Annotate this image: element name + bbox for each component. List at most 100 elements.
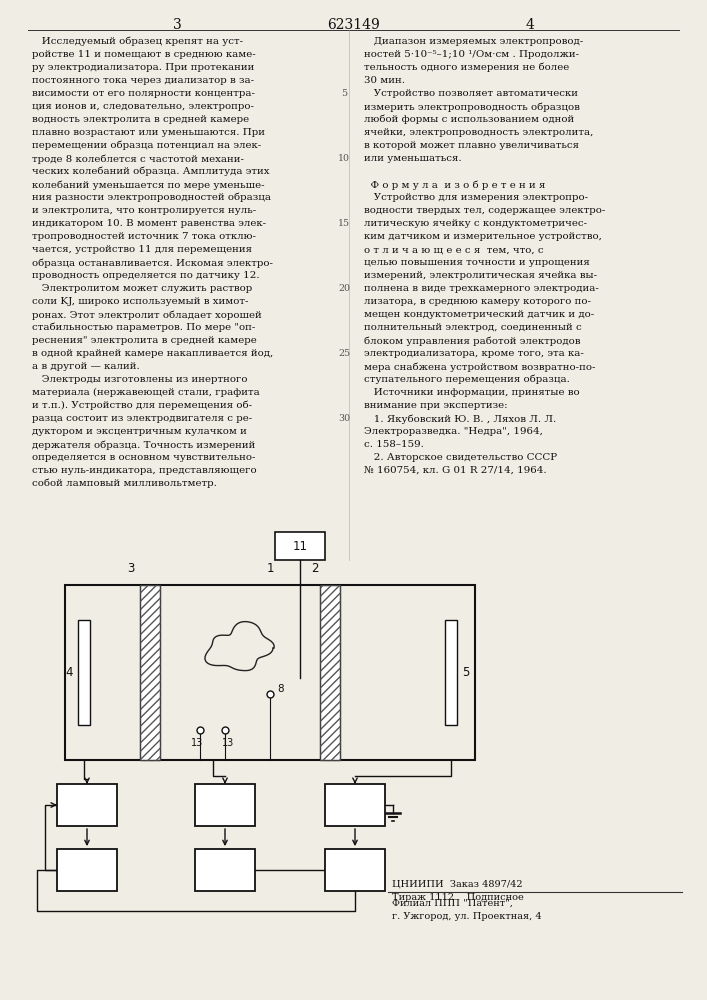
Bar (78, 620, 90, 725)
Text: определяется в основном чувствительно-: определяется в основном чувствительно- (32, 453, 255, 462)
Text: индикатором 10. В момент равенства элек-: индикатором 10. В момент равенства элек- (32, 219, 266, 228)
Text: 2: 2 (311, 562, 319, 575)
Text: 7: 7 (83, 863, 91, 876)
Text: 13: 13 (222, 738, 234, 748)
Bar (65, 585, 475, 760)
Text: образца останавливается. Искомая электро-: образца останавливается. Искомая электро… (32, 258, 273, 267)
Text: внимание при экспертизе:: внимание при экспертизе: (364, 401, 508, 410)
Text: 10: 10 (338, 154, 350, 163)
Bar (275, 532, 325, 560)
Text: и электролита, что контролируется нуль-: и электролита, что контролируется нуль- (32, 206, 256, 215)
Text: собой ламповый милливольтметр.: собой ламповый милливольтметр. (32, 479, 217, 488)
Text: 4: 4 (525, 18, 534, 32)
Text: постоянного тока через диализатор в за-: постоянного тока через диализатор в за- (32, 76, 254, 85)
Text: Устройство для измерения электропро-: Устройство для измерения электропро- (364, 193, 588, 202)
Text: 623149: 623149 (327, 18, 380, 32)
Text: о т л и ч а ю щ е е с я  тем, что, с: о т л и ч а ю щ е е с я тем, что, с (364, 245, 544, 254)
Text: 14: 14 (216, 863, 233, 876)
Text: Диапазон измеряемых электропровод-: Диапазон измеряемых электропровод- (364, 37, 583, 46)
Text: 20: 20 (338, 284, 350, 293)
Bar (140, 585, 160, 760)
Text: а в другой — калий.: а в другой — калий. (32, 362, 140, 371)
Bar (445, 620, 457, 725)
Text: Источники информации, принятые во: Источники информации, принятые во (364, 388, 580, 397)
Text: 11: 11 (293, 540, 308, 552)
Text: в которой может плавно увеличиваться: в которой может плавно увеличиваться (364, 141, 579, 150)
Text: держателя образца. Точность измерений: держателя образца. Точность измерений (32, 440, 255, 450)
Text: 30: 30 (338, 414, 350, 423)
Text: 8: 8 (277, 684, 284, 694)
Text: мера снабжена устройством возвратно-по-: мера снабжена устройством возвратно-по- (364, 362, 595, 371)
Bar (195, 849, 255, 891)
Text: Электролитом может служить раствор: Электролитом может служить раствор (32, 284, 252, 293)
Text: стью нуль-индикатора, представляющего: стью нуль-индикатора, представляющего (32, 466, 257, 475)
Bar (320, 585, 340, 760)
Text: г. Ужгород, ул. Проектная, 4: г. Ужгород, ул. Проектная, 4 (392, 912, 542, 921)
Text: колебаний уменьшается по мере уменьше-: колебаний уменьшается по мере уменьше- (32, 180, 264, 190)
Text: Устройство позволяет автоматически: Устройство позволяет автоматически (364, 89, 578, 98)
Text: Ф о р м у л а  и з о б р е т е н и я: Ф о р м у л а и з о б р е т е н и я (364, 180, 545, 190)
Text: ния разности электропроводностей образца: ния разности электропроводностей образца (32, 193, 271, 202)
Text: литическую ячейку с кондуктометричес-: литическую ячейку с кондуктометричес- (364, 219, 587, 228)
Text: водность электролита в средней камере: водность электролита в средней камере (32, 115, 249, 124)
Text: 10: 10 (346, 863, 363, 876)
Text: измерений, электролитическая ячейка вы-: измерений, электролитическая ячейка вы- (364, 271, 597, 280)
Text: 25: 25 (338, 349, 350, 358)
Bar (325, 784, 385, 826)
Text: 1. Якубовский Ю. В. , Ляхов Л. Л.: 1. Якубовский Ю. В. , Ляхов Л. Л. (364, 414, 556, 424)
Text: тельность одного измерения не более: тельность одного измерения не более (364, 63, 569, 73)
Text: 6: 6 (83, 798, 91, 812)
Text: чается, устройство 11 для перемещения: чается, устройство 11 для перемещения (32, 245, 252, 254)
Text: ЦНИИПИ  Заказ 4897/42: ЦНИИПИ Заказ 4897/42 (392, 880, 522, 889)
Text: ким датчиком и измерительное устройство,: ким датчиком и измерительное устройство, (364, 232, 602, 241)
Bar (57, 784, 117, 826)
Text: 13: 13 (191, 738, 203, 748)
Text: ронах. Этот электролит обладает хорошей: ронах. Этот электролит обладает хорошей (32, 310, 262, 320)
Text: Электроразведка. "Недра", 1964,: Электроразведка. "Недра", 1964, (364, 427, 543, 436)
Text: любой формы с использованием одной: любой формы с использованием одной (364, 115, 574, 124)
Text: ячейки, электропроводность электролита,: ячейки, электропроводность электролита, (364, 128, 593, 137)
Text: дуктором и эксцентричным кулачком и: дуктором и эксцентричным кулачком и (32, 427, 247, 436)
Text: целью повышения точности и упрощения: целью повышения точности и упрощения (364, 258, 590, 267)
Text: ру электродиализатора. При протекании: ру электродиализатора. При протекании (32, 63, 255, 72)
Bar (140, 585, 160, 760)
Text: 2. Авторское свидетельство СССР: 2. Авторское свидетельство СССР (364, 453, 557, 462)
Text: 12: 12 (216, 798, 233, 812)
Text: 1: 1 (267, 562, 274, 575)
Bar (320, 585, 340, 760)
Text: мещен кондуктометрический датчик и до-: мещен кондуктометрический датчик и до- (364, 310, 595, 319)
Text: 3: 3 (128, 562, 135, 575)
Text: полнительный электрод, соединенный с: полнительный электрод, соединенный с (364, 323, 582, 332)
Text: 9: 9 (351, 798, 359, 812)
Text: ступательного перемещения образца.: ступательного перемещения образца. (364, 375, 570, 384)
Text: ностей 5·10⁻⁵–1;10 ¹/Ом·см . Продолжи-: ностей 5·10⁻⁵–1;10 ¹/Ом·см . Продолжи- (364, 50, 579, 59)
Text: водности твердых тел, содержащее электро-: водности твердых тел, содержащее электро… (364, 206, 605, 215)
Text: в одной крайней камере накапливается йод,: в одной крайней камере накапливается йод… (32, 349, 273, 358)
Text: 5: 5 (462, 666, 469, 678)
Text: Тираж 1112    Подписное: Тираж 1112 Подписное (392, 893, 524, 902)
Text: реснения" электролита в средней камере: реснения" электролита в средней камере (32, 336, 257, 345)
Text: 4: 4 (66, 666, 73, 678)
Text: с. 158–159.: с. 158–159. (364, 440, 424, 449)
Text: соли KJ, широко используемый в химот-: соли KJ, широко используемый в химот- (32, 297, 248, 306)
Text: стабильностью параметров. По мере "оп-: стабильностью параметров. По мере "оп- (32, 323, 255, 332)
Text: Электроды изготовлены из инертного: Электроды изготовлены из инертного (32, 375, 247, 384)
Text: ческих колебаний образца. Амплитуда этих: ческих колебаний образца. Амплитуда этих (32, 167, 269, 176)
Text: лизатора, в среднюю камеру которого по-: лизатора, в среднюю камеру которого по- (364, 297, 591, 306)
Text: или уменьшаться.: или уменьшаться. (364, 154, 462, 163)
Bar (325, 849, 385, 891)
Text: измерить электропроводность образцов: измерить электропроводность образцов (364, 102, 580, 111)
Text: 30 мин.: 30 мин. (364, 76, 405, 85)
Text: 3: 3 (173, 18, 182, 32)
Text: троде 8 колеблется с частотой механи-: троде 8 колеблется с частотой механи- (32, 154, 244, 163)
Text: ция ионов и, следовательно, электропро-: ция ионов и, следовательно, электропро- (32, 102, 254, 111)
Text: проводность определяется по датчику 12.: проводность определяется по датчику 12. (32, 271, 259, 280)
Text: Исследуемый образец крепят на уст-: Исследуемый образец крепят на уст- (32, 37, 243, 46)
Text: тропроводностей источник 7 тока отклю-: тропроводностей источник 7 тока отклю- (32, 232, 256, 241)
Text: ройстве 11 и помещают в среднюю каме-: ройстве 11 и помещают в среднюю каме- (32, 50, 256, 59)
Text: электродиализатора, кроме того, эта ка-: электродиализатора, кроме того, эта ка- (364, 349, 584, 358)
Bar (57, 849, 117, 891)
Bar (195, 784, 255, 826)
Text: 5: 5 (341, 89, 347, 98)
Text: 15: 15 (338, 219, 350, 228)
